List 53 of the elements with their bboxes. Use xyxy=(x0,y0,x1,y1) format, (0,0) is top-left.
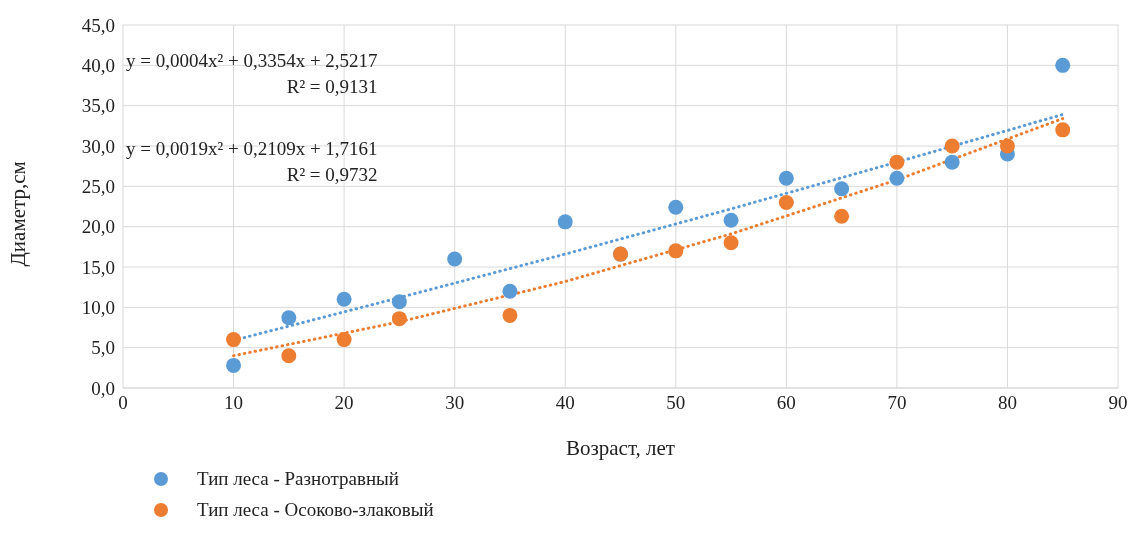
point xyxy=(723,235,739,251)
point xyxy=(391,294,407,310)
x-tick-label: 0 xyxy=(118,392,128,414)
x-tick-label: 50 xyxy=(666,392,686,414)
y-tick-label: 5,0 xyxy=(91,337,115,359)
legend-label: Тип леса - Осоково-злаковый xyxy=(197,498,434,522)
point xyxy=(281,348,297,364)
point xyxy=(944,138,960,154)
x-tick-label: 10 xyxy=(224,392,244,414)
x-tick-label: 90 xyxy=(1108,392,1128,414)
point xyxy=(778,170,794,186)
x-tick-label: 20 xyxy=(334,392,354,414)
point xyxy=(336,332,352,348)
point xyxy=(944,154,960,170)
point xyxy=(834,181,850,197)
x-tick-label: 70 xyxy=(887,392,907,414)
x-tick-label: 60 xyxy=(776,392,796,414)
point xyxy=(889,154,905,170)
point xyxy=(502,283,518,299)
point xyxy=(557,214,573,230)
x-tick-label: 40 xyxy=(555,392,575,414)
point xyxy=(668,199,684,215)
point xyxy=(834,208,850,224)
point xyxy=(668,243,684,259)
y-tick-label: 30,0 xyxy=(81,135,115,157)
legend-label: Тип леса - Разнотравный xyxy=(197,467,399,491)
point xyxy=(778,194,794,210)
x-axis-title: Возраст, лет xyxy=(565,436,676,460)
y-tick-label: 20,0 xyxy=(81,216,115,238)
point xyxy=(391,311,407,327)
point xyxy=(723,212,739,228)
point xyxy=(226,332,242,348)
y-tick-label: 35,0 xyxy=(81,95,115,117)
annotation: y = 0,0019x² + 0,2109x + 1,7161 R² = 0,9732 xyxy=(126,137,378,187)
point xyxy=(889,170,905,186)
point xyxy=(1055,57,1071,73)
y-tick-label: 45,0 xyxy=(81,14,115,36)
point xyxy=(447,251,463,267)
y-tick-label: 25,0 xyxy=(81,176,115,198)
y-axis-title: Диаметр,см xyxy=(6,161,31,267)
point xyxy=(281,310,297,326)
point xyxy=(226,357,242,373)
x-tick-label: 80 xyxy=(997,392,1017,414)
point xyxy=(502,307,518,323)
point xyxy=(1055,122,1071,138)
annotation: y = 0,0004x² + 0,3354x + 2,5217 R² = 0,9131 xyxy=(126,49,378,99)
y-tick-label: 15,0 xyxy=(81,256,115,278)
point xyxy=(999,138,1015,154)
y-tick-label: 0,0 xyxy=(91,377,115,399)
y-tick-label: 40,0 xyxy=(81,55,115,77)
y-tick-label: 10,0 xyxy=(81,297,115,319)
point xyxy=(336,291,352,307)
x-tick-label: 30 xyxy=(445,392,465,414)
